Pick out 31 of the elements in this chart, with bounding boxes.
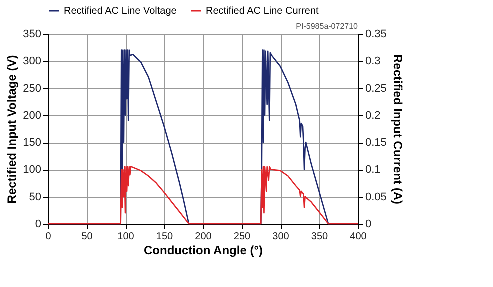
x-tick-label: 150 xyxy=(156,232,174,242)
y-tick-label: 300 xyxy=(23,56,42,68)
y-tick-label: 350 xyxy=(23,28,42,40)
y-tick-label: 250 xyxy=(23,82,42,95)
y2-tick-label: 0.1 xyxy=(366,164,381,176)
y2-tick-label: 0.3 xyxy=(366,56,381,68)
x-tick-label: 400 xyxy=(350,232,368,242)
y2-axis-title: Rectified Input Current (A) xyxy=(390,54,405,204)
y-tick-label: 100 xyxy=(23,164,42,176)
y2-tick-label: 0.05 xyxy=(366,191,387,204)
x-tick-label: 250 xyxy=(234,232,252,242)
y-tick-label: 0 xyxy=(35,218,42,230)
x-tick-label: 350 xyxy=(311,232,329,242)
y2-tick-label: 0.25 xyxy=(366,82,387,95)
x-tick-label: 0 xyxy=(46,232,52,242)
legend-label: Rectified AC Line Current xyxy=(206,6,320,17)
y-tick-label: 200 xyxy=(23,110,42,122)
y-tick-label: 150 xyxy=(23,137,42,150)
y2-tick-label: 0.2 xyxy=(366,110,381,122)
y2-tick-label: 0.15 xyxy=(366,137,387,150)
x-tick-label: 300 xyxy=(272,232,290,242)
y2-tick-label: 0 xyxy=(366,218,372,230)
x-tick-label: 50 xyxy=(82,232,94,242)
y-tick-label: 50 xyxy=(29,191,42,204)
y-axis-title: Rectified Input Voltage (V) xyxy=(5,55,20,204)
y2-tick-label: 0.35 xyxy=(366,28,387,40)
text: PI-5985a-072710 xyxy=(296,22,359,31)
x-tick-label: 200 xyxy=(195,232,212,242)
legend-label: Rectified AC Line Voltage xyxy=(64,6,178,17)
x-axis-title: Conduction Angle (°) xyxy=(144,244,263,258)
x-tick-label: 100 xyxy=(118,232,135,242)
